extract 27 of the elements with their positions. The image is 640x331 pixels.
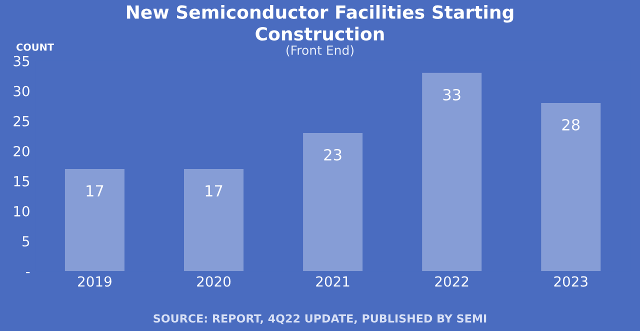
chart-subtitle: (Front End) — [286, 45, 354, 56]
x-tick-label: 2023 — [554, 276, 588, 287]
y-tick-label: 25 — [14, 116, 30, 126]
x-tick-label: 2019 — [78, 276, 112, 287]
data-label: 33 — [443, 88, 460, 101]
y-axis-title: COUNT — [16, 43, 54, 51]
bar — [541, 102, 601, 272]
x-tick-label: 2020 — [197, 276, 231, 287]
y-tick-label: 10 — [14, 206, 30, 217]
y-tick-label: 35 — [14, 56, 30, 66]
source-note: SOURCE: REPORT, 4Q22 UPDATE, PUBLISHED BY SEMI — [154, 314, 486, 324]
bar — [184, 169, 244, 272]
chart-title: New Semiconductor Facilities Starting Construction — [126, 4, 514, 41]
x-tick-label: 2021 — [316, 276, 350, 287]
data-label: 23 — [324, 149, 342, 161]
y-tick-label: - — [26, 272, 30, 274]
data-label: 17 — [86, 185, 104, 196]
y-tick-label: 30 — [14, 86, 30, 96]
data-label: 28 — [562, 118, 580, 131]
y-tick-label: 20 — [14, 146, 30, 156]
data-label: 17 — [206, 185, 222, 196]
y-tick-label: 15 — [14, 176, 30, 186]
y-tick-label: 5 — [22, 236, 30, 247]
bar — [64, 169, 124, 272]
bar — [303, 132, 363, 272]
bar — [422, 72, 482, 272]
x-tick-label: 2022 — [435, 276, 468, 287]
